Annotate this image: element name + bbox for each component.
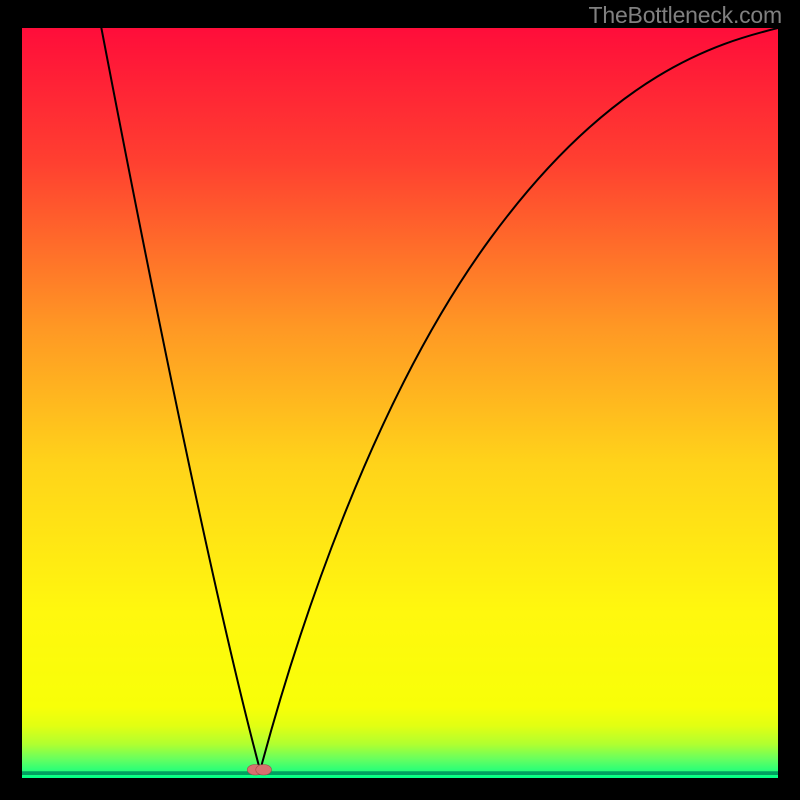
vertex-marker [247,765,271,776]
gradient-background [22,28,778,778]
watermark-text: TheBottleneck.com [589,2,782,29]
plot-area [22,28,778,778]
baseline-stripe [22,771,778,775]
chart-container: TheBottleneck.com [0,0,800,800]
chart-svg [22,28,778,778]
